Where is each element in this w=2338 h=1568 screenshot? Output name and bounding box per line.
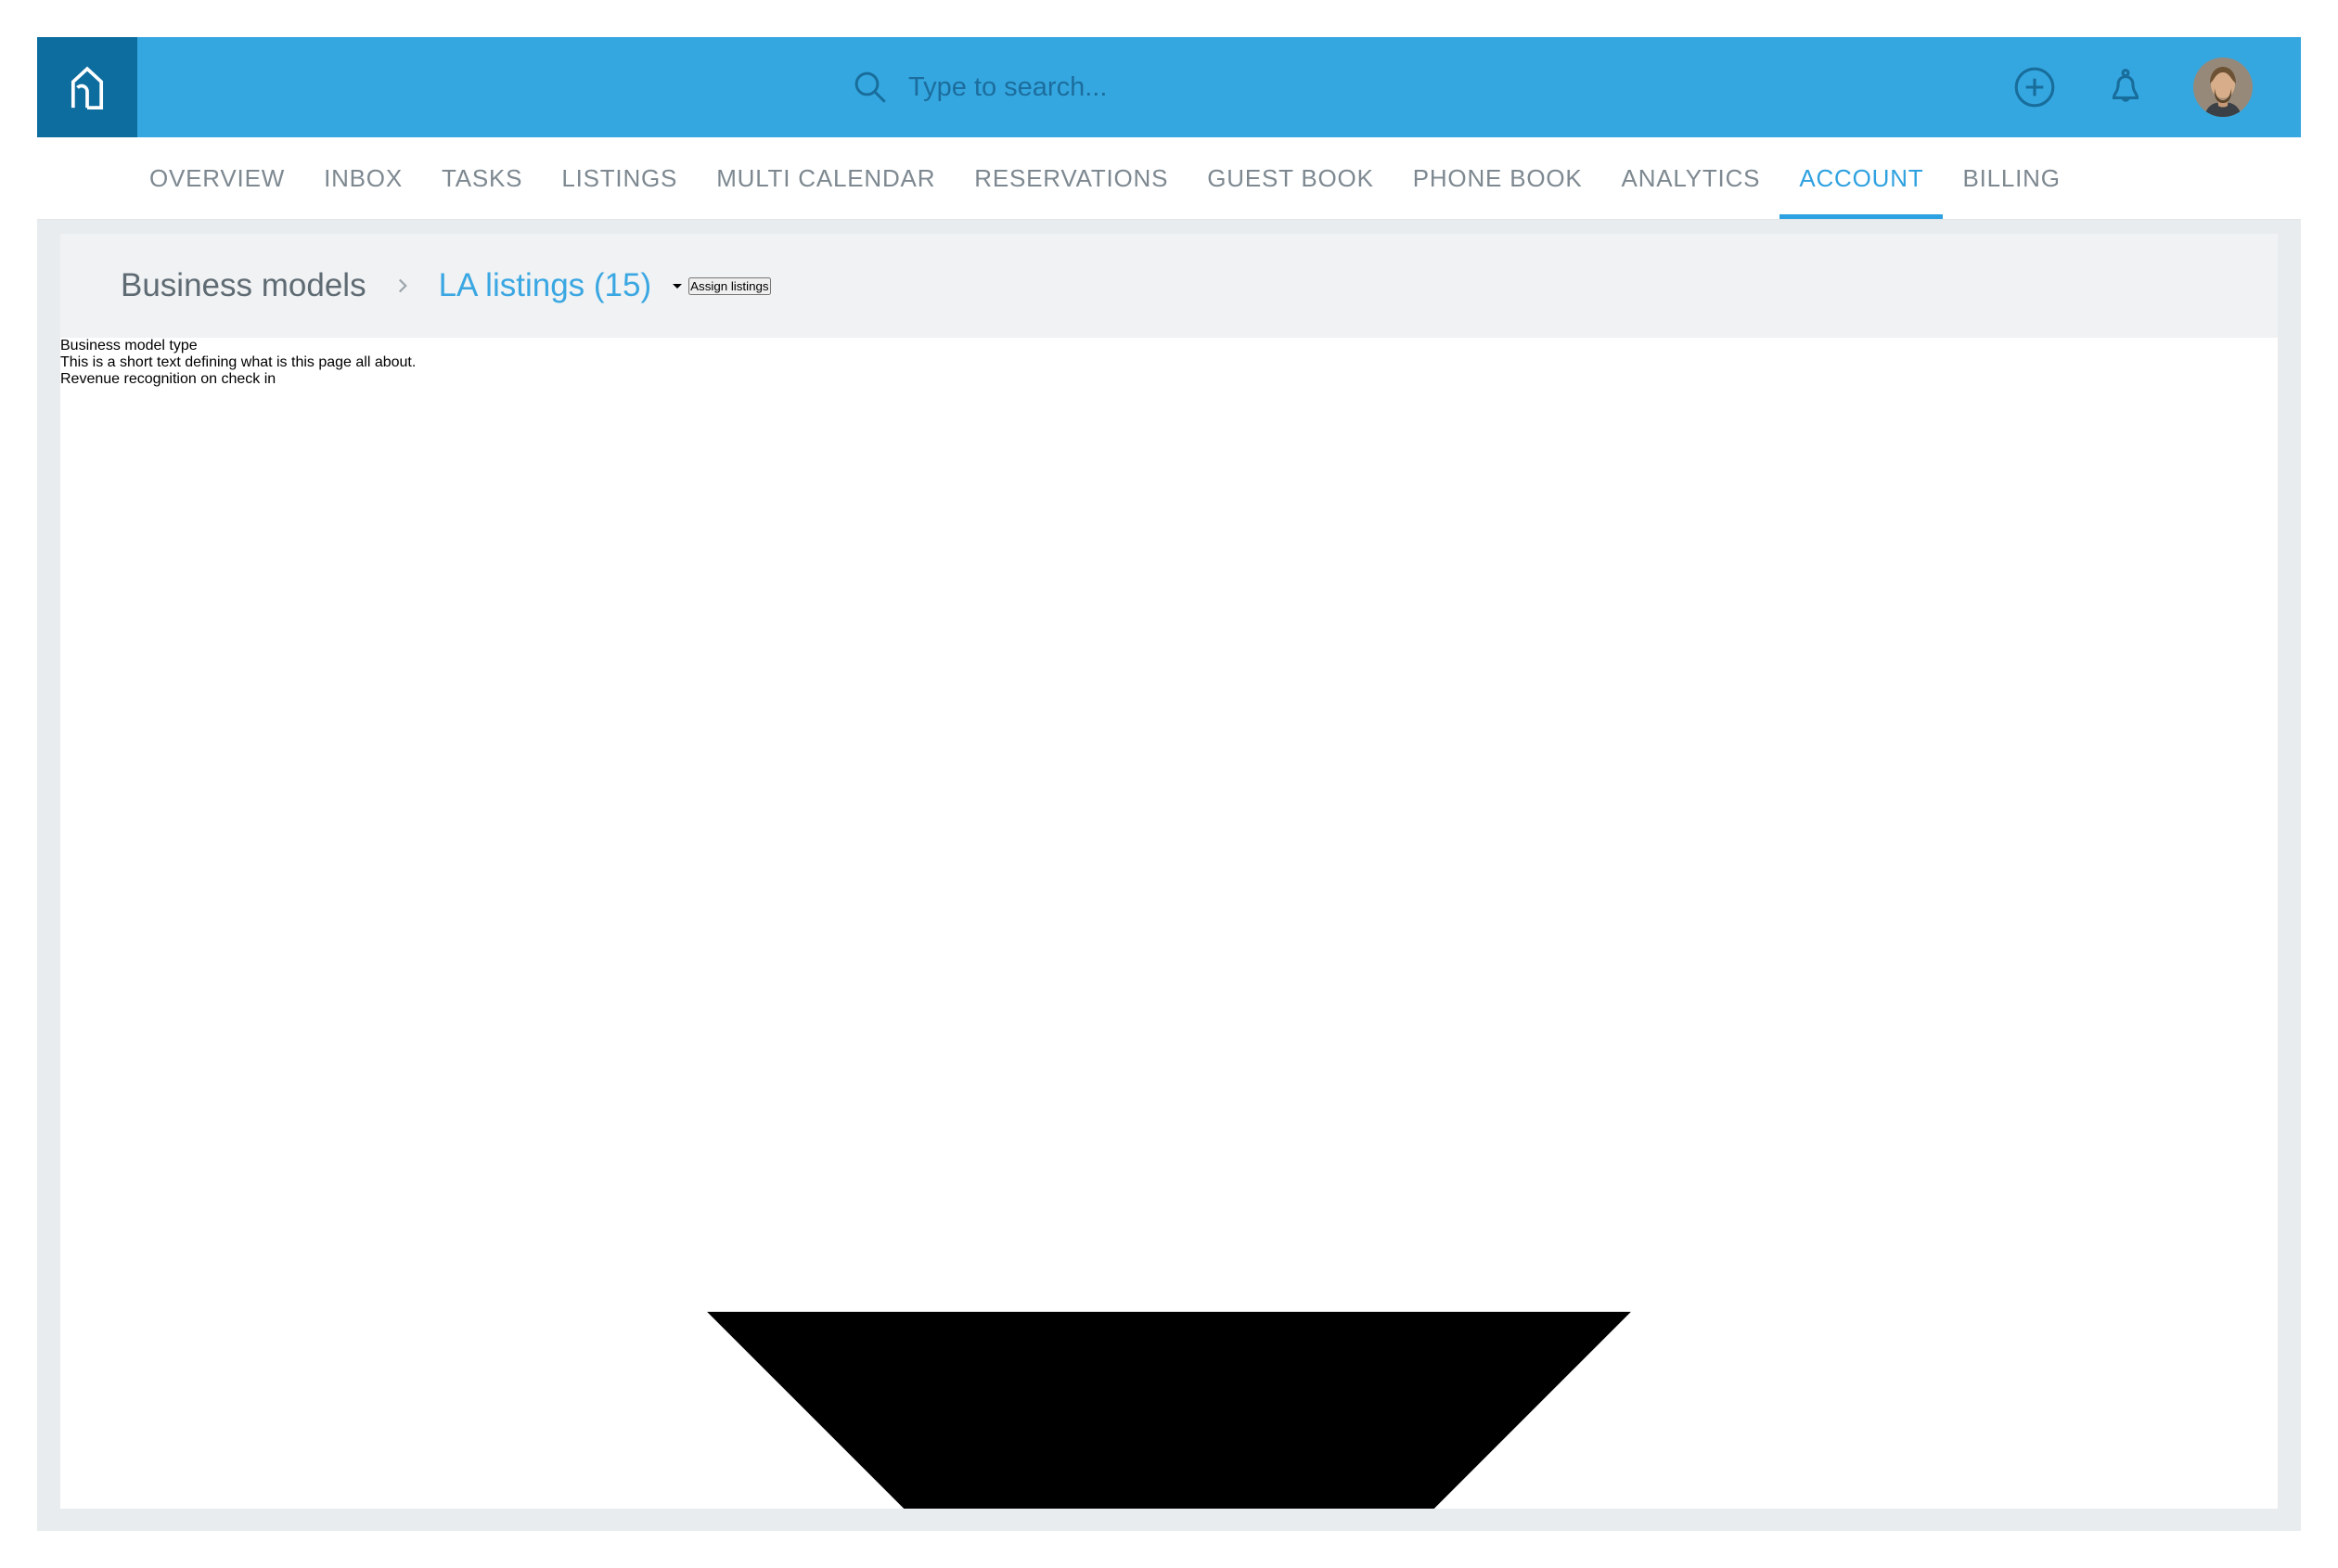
nav-tab-multi-calendar[interactable]: MULTI CALENDAR	[716, 163, 936, 192]
breadcrumb: Business models LA listings (15) Assign …	[60, 234, 2278, 338]
top-bar	[37, 37, 2301, 137]
global-search	[137, 68, 2011, 107]
avatar-photo	[2193, 58, 2253, 117]
page-body: Business model type This is a short text…	[60, 338, 2278, 1509]
main-area: Business models LA listings (15) Assign …	[37, 219, 2301, 1531]
assign-listings-button[interactable]: Assign listings	[688, 276, 771, 295]
search-input[interactable]	[908, 71, 1298, 103]
nav-tab-analytics[interactable]: ANALYTICS	[1621, 163, 1761, 192]
app-frame: OVERVIEW INBOX TASKS LISTINGS MULTI CALE…	[37, 37, 2301, 1531]
section-title: Business model type	[60, 338, 198, 353]
dropdown-value: Revenue recognition on check in	[60, 371, 276, 387]
user-avatar[interactable]	[2193, 58, 2253, 117]
add-icon[interactable]	[2011, 64, 2058, 110]
revenue-recognition-dropdown[interactable]: Revenue recognition on check in	[60, 371, 2278, 1509]
breadcrumb-parent[interactable]: Business models	[121, 267, 366, 303]
model-type-header: Business model type This is a short text…	[60, 338, 2278, 1509]
nav-tab-reservations[interactable]: RESERVATIONS	[974, 163, 1169, 192]
breadcrumb-current-label: LA listings (15)	[438, 267, 652, 303]
content-card: Business models LA listings (15) Assign …	[60, 234, 2278, 1509]
chevron-down-icon	[673, 284, 683, 289]
breadcrumb-current[interactable]: LA listings (15)	[439, 267, 689, 304]
nav-tab-tasks[interactable]: TASKS	[441, 163, 523, 192]
search-icon	[854, 71, 886, 103]
house-icon	[71, 66, 104, 110]
nav-tab-inbox[interactable]: INBOX	[324, 163, 403, 192]
chevron-down-icon	[707, 1311, 1631, 1509]
home-logo[interactable]	[37, 37, 137, 137]
nav-tab-account[interactable]: ACCOUNT	[1779, 137, 1944, 219]
nav-tab-phone-book[interactable]: PHONE BOOK	[1412, 163, 1583, 192]
notifications-bell-icon[interactable]	[2102, 64, 2149, 110]
nav-tab-listings[interactable]: LISTINGS	[561, 163, 678, 192]
topbar-actions	[2011, 58, 2253, 117]
main-nav: OVERVIEW INBOX TASKS LISTINGS MULTI CALE…	[37, 137, 2301, 219]
nav-tab-guest-book[interactable]: GUEST BOOK	[1207, 163, 1374, 192]
section-subtitle: This is a short text defining what is th…	[60, 354, 417, 370]
chevron-right-icon	[398, 278, 407, 293]
nav-tab-overview[interactable]: OVERVIEW	[149, 163, 286, 192]
nav-tab-billing[interactable]: BILLING	[1962, 163, 2061, 192]
